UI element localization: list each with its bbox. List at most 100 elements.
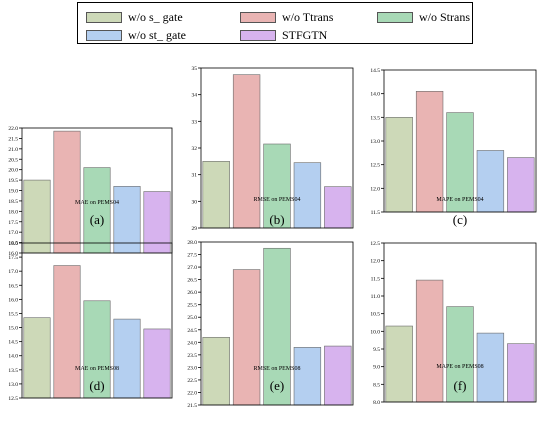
y-tick-label: 17.0 (8, 269, 18, 275)
chart-panel: 11.5 12.0 12.5 13.0 13.5 14.0 14.5 MAPE on PEMS… (368, 60, 548, 245)
y-tick-label: 9.5 (373, 347, 380, 353)
y-tick-label: 12.5 (8, 396, 18, 402)
y-tick-label: 19.0 (8, 189, 18, 195)
y-tick-label: 11.5 (371, 276, 381, 282)
y-tick-label: 27.0 (187, 265, 197, 271)
y-tick-label: 20.5 (8, 157, 18, 163)
panel-label: (c) (452, 212, 468, 227)
legend-swatch (240, 12, 276, 23)
plot-frame (21, 127, 173, 254)
legend-item: w/o s_ gate (86, 10, 183, 25)
bar (263, 247, 291, 406)
y-tick-label: 14.0 (370, 92, 380, 98)
legend-item: STFGTN (240, 28, 327, 43)
x-axis-label: MAPE on PEMS04 (436, 197, 483, 203)
y-tick-label: 24.0 (187, 340, 197, 346)
y-tick-label: 22.5 (187, 378, 197, 384)
y-tick-label: 9.0 (373, 365, 380, 371)
bar (202, 336, 230, 406)
bar (385, 117, 413, 213)
bar (415, 90, 444, 213)
y-tick-label: 24.5 (187, 328, 197, 334)
y-tick-label: 15.5 (8, 311, 18, 317)
bar-chart: 29 30 31 32 33 34 35 RMSE on PEMS04 (192, 66, 354, 232)
plot-frame (200, 67, 354, 229)
y-tick-label: 29 (192, 226, 198, 232)
legend-label: STFGTN (282, 28, 328, 42)
y-tick-label: 18.0 (8, 241, 18, 247)
x-axis-label: MAE on PEMS04 (75, 200, 119, 206)
legend-swatch (377, 12, 413, 23)
bar (113, 318, 141, 399)
bar (507, 343, 535, 403)
y-tick-label: 11.0 (371, 294, 381, 300)
y-tick-label: 11.5 (371, 210, 381, 216)
bar (202, 161, 230, 229)
panel-label: (a) (89, 212, 105, 227)
x-axis-label: RMSE on PEMS08 (253, 366, 300, 372)
chart-panel: 16.0 16.5 17.0 17.5 18.0 18.5 19.0 19.5 20.0 20.5… (2, 60, 182, 257)
y-tick-label: 14.0 (8, 354, 18, 360)
y-tick-label: 30 (192, 199, 198, 205)
y-tick-label: 16.5 (8, 241, 18, 247)
bar-chart: 11.5 12.0 12.5 13.0 13.5 14.0 14.5 MAPE on PEMS… (370, 68, 537, 216)
legend-label: w/o Ttrans (282, 10, 334, 24)
y-tick-label: 26.5 (187, 278, 197, 284)
bar-chart: 12.5 13.0 13.5 14.0 14.5 15.0 15.5 16.0 16.5 17.0… (8, 241, 173, 402)
bar (324, 345, 352, 406)
bar-chart: 8.08.59.09.510.010.511.011.512.012.5MAPE… (370, 241, 537, 406)
bar (446, 306, 474, 403)
bar (232, 74, 261, 229)
bar (113, 186, 141, 254)
chart-panel: 21.5 22.0 22.5 23.0 23.5 24.0 24.5 25.0 25.5 26.0… (185, 236, 365, 421)
y-tick-label: 16.0 (8, 297, 18, 303)
legend-item: w/o st_ gate (86, 28, 186, 43)
legend-label: w/o st_ gate (128, 28, 186, 42)
y-tick-label: 10.5 (370, 312, 380, 318)
legend-swatch (86, 30, 122, 41)
y-tick-label: 17.5 (8, 255, 18, 261)
y-tick-label: 13.0 (8, 382, 18, 388)
bar (263, 143, 291, 229)
bar (53, 265, 81, 399)
bar-chart: 16.0 16.5 17.0 17.5 18.0 18.5 19.0 19.5 20.0 20.5… (8, 126, 173, 257)
bar (23, 317, 51, 399)
y-tick-label: 13.5 (370, 115, 380, 121)
bar (476, 332, 505, 403)
bar (293, 162, 322, 229)
y-tick-label: 34 (192, 93, 198, 99)
bar (446, 112, 474, 213)
chart-panel: 8.0 8.5 9.0 9.5 10.0 10.5 11.0 11.5 12.0 12.5 MAPE… (368, 236, 548, 421)
y-tick-label: 18.5 (8, 199, 18, 205)
y-tick-label: 32 (192, 146, 198, 152)
x-axis-label: MAPE on PEMS08 (436, 364, 483, 370)
y-tick-label: 25.0 (187, 315, 197, 321)
y-tick-label: 16.5 (8, 283, 18, 289)
chart-panel: 12.5 13.0 13.5 14.0 14.5 15.0 15.5 16.0 16.5 17.0… (2, 236, 182, 421)
chart-panel: 29 30 31 32 33 34 35 RMSE on PEMS04 (b) (185, 60, 365, 245)
y-tick-label: 14.5 (8, 340, 18, 346)
legend-swatch (240, 30, 276, 41)
panel-label: (b) (269, 212, 285, 227)
y-tick-label: 28.0 (187, 240, 197, 246)
legend-swatch (86, 12, 122, 23)
y-tick-label: 17.0 (8, 230, 18, 236)
bar (83, 300, 111, 399)
legend-label: w/o Strans (419, 10, 470, 24)
bar-chart: 21.5 22.0 22.5 23.0 23.5 24.0 24.5 25.0 25.5 26.0… (187, 240, 354, 409)
y-tick-label: 14.5 (370, 68, 380, 74)
y-tick-label: 12.5 (370, 241, 380, 247)
bar (415, 279, 444, 403)
y-tick-label: 27.5 (187, 253, 197, 259)
bar (232, 269, 261, 406)
legend-item: w/o Strans (377, 10, 470, 25)
plot-frame (21, 242, 173, 399)
y-tick-label: 13.5 (8, 368, 18, 374)
y-tick-label: 10.0 (370, 329, 380, 335)
y-tick-label: 22.0 (8, 126, 18, 132)
legend: w/o s_ gate w/o Ttrans w/o Strans w/o st_ g… (77, 2, 473, 44)
y-tick-label: 13.0 (370, 139, 380, 145)
y-tick-label: 21.5 (187, 403, 197, 409)
y-tick-label: 26.0 (187, 290, 197, 296)
bar (324, 186, 352, 229)
